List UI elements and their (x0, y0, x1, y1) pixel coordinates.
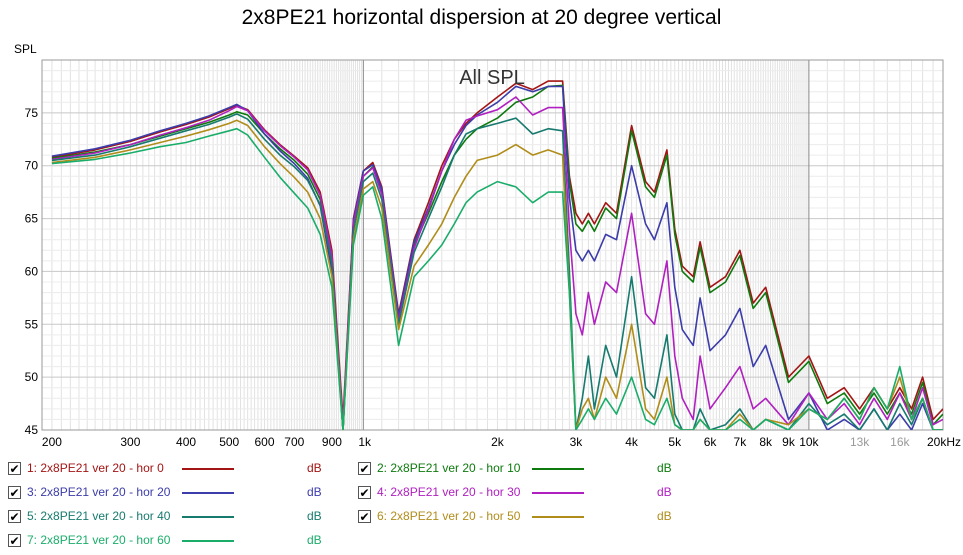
y-tick-labels: 45 50 55 60 65 70 75 (25, 106, 39, 437)
x-tick-label: 10k (799, 435, 819, 449)
legend-label: 2: 2x8PE21 ver 20 - hor 10 (377, 461, 521, 475)
x-tick-label: 500 (219, 435, 239, 449)
legend-swatch (182, 516, 234, 518)
y-axis-label: SPL (14, 42, 37, 56)
legend-unit: dB (307, 533, 322, 547)
x-tick-label: 300 (120, 435, 140, 449)
x-tick-label: 2k (491, 435, 505, 449)
legend-swatch (182, 540, 234, 542)
plot-background (42, 60, 943, 430)
legend-unit: dB (657, 485, 672, 499)
y-tick-label: 70 (25, 159, 39, 173)
legend-item-1[interactable]: ✔ 1: 2x8PE21 ver 20 - hor 0 (8, 458, 164, 478)
x-tick-label: 8k (759, 435, 773, 449)
legend-swatch (532, 492, 584, 494)
x-tick-labels: 200 300 400 500 600 700 900 1k 2k 3k 4k 5k 6k 7k 8k 9k 1… (42, 435, 961, 449)
y-tick-label: 65 (25, 212, 39, 226)
x-tick-label: 20kHz (927, 435, 961, 449)
x-tick-label: 400 (176, 435, 196, 449)
legend-checkbox[interactable]: ✔ (8, 509, 21, 524)
legend-unit: dB (657, 461, 672, 475)
legend-item-4[interactable]: ✔ 4: 2x8PE21 ver 20 - hor 30 (358, 482, 520, 502)
x-tick-label: 16k (890, 435, 910, 449)
series-lines (51, 80, 943, 430)
series-line-6 (51, 119, 943, 430)
legend-unit: dB (307, 461, 322, 475)
legend-item-2[interactable]: ✔ 2: 2x8PE21 ver 20 - hor 10 (358, 458, 520, 478)
legend-swatch (182, 492, 234, 494)
x-tick-label: 700 (284, 435, 304, 449)
legend-checkbox[interactable]: ✔ (8, 461, 21, 476)
legend-checkbox[interactable]: ✔ (358, 461, 371, 476)
legend-label: 7: 2x8PE21 ver 20 - hor 60 (27, 533, 171, 547)
x-tick-label: 6k (704, 435, 718, 449)
legend-item-7[interactable]: ✔ 7: 2x8PE21 ver 20 - hor 60 (8, 530, 170, 550)
legend-swatch (532, 516, 584, 518)
legend-label: 6: 2x8PE21 ver 20 - hor 50 (377, 509, 521, 523)
legend-unit: dB (657, 509, 672, 523)
y-tick-label: 75 (25, 106, 39, 120)
plot-annotation: All SPL (459, 67, 525, 89)
plot-grid (41, 59, 944, 431)
legend-checkbox[interactable]: ✔ (8, 533, 21, 548)
y-tick-label: 60 (25, 264, 39, 278)
legend-unit: dB (307, 485, 322, 499)
legend-swatch (532, 468, 584, 470)
legend-item-5[interactable]: ✔ 5: 2x8PE21 ver 20 - hor 40 (8, 506, 170, 526)
legend-unit: dB (307, 509, 322, 523)
series-line-7 (51, 127, 943, 430)
series-line-3 (51, 85, 943, 430)
y-tick-label: 50 (25, 370, 39, 384)
y-tick-label: 45 (25, 423, 39, 437)
legend-label: 3: 2x8PE21 ver 20 - hor 20 (27, 485, 171, 499)
x-tick-label: 600 (254, 435, 274, 449)
y-tick-label: 55 (25, 317, 39, 331)
series-line-4 (51, 96, 943, 426)
legend-checkbox[interactable]: ✔ (358, 509, 371, 524)
legend-item-3[interactable]: ✔ 3: 2x8PE21 ver 20 - hor 20 (8, 482, 170, 502)
legend-checkbox[interactable]: ✔ (358, 485, 371, 500)
x-tick-label: 5k (668, 435, 682, 449)
plot-frame (41, 59, 944, 431)
legend-item-6[interactable]: ✔ 6: 2x8PE21 ver 20 - hor 50 (358, 506, 520, 526)
legend-checkbox[interactable]: ✔ (8, 485, 21, 500)
x-tick-label: 900 (322, 435, 342, 449)
x-tick-label: 9k (782, 435, 796, 449)
legend-label: 4: 2x8PE21 ver 20 - hor 30 (377, 485, 521, 499)
x-tick-label: 7k (734, 435, 748, 449)
legend-label: 1: 2x8PE21 ver 20 - hor 0 (27, 461, 164, 475)
chart-title: 2x8PE21 horizontal dispersion at 20 degr… (241, 6, 722, 29)
x-tick-label: 4k (625, 435, 639, 449)
legend-swatch (182, 468, 234, 470)
x-tick-label: 1k (358, 435, 372, 449)
x-tick-label: 200 (42, 435, 62, 449)
x-tick-label: 13k (850, 435, 870, 449)
legend-label: 5: 2x8PE21 ver 20 - hor 40 (27, 509, 171, 523)
x-tick-label: 3k (570, 435, 584, 449)
